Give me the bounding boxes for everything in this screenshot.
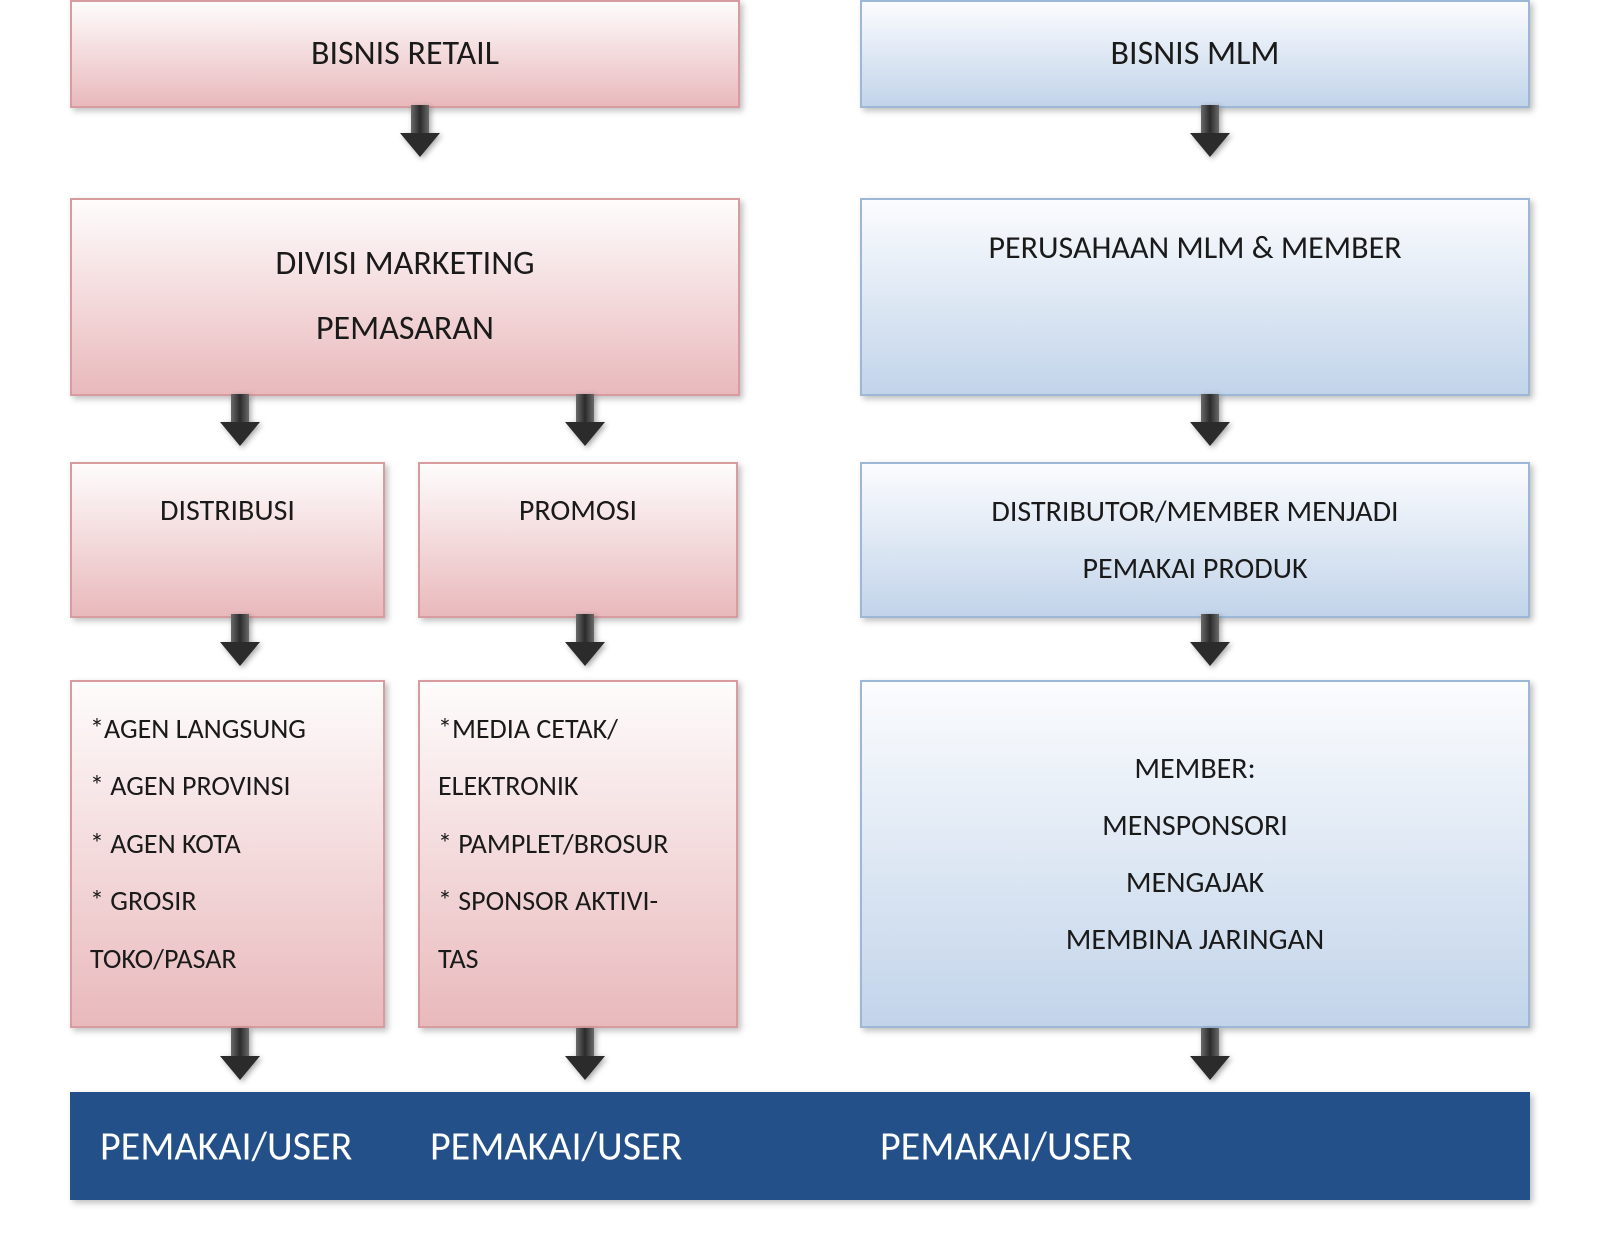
node-text-line: MENGAJAK [1126,854,1264,911]
arrow-down-icon [220,1028,260,1080]
node-text-line: * AGEN PROVINSI [84,757,371,814]
node-text-line: * PAMPLET/BROSUR [432,815,724,872]
node-distribusi-list: *AGEN LANGSUNG* AGEN PROVINSI* AGEN KOTA… [70,680,385,1028]
bottom-label-3: PEMAKAI/USER [880,1122,1132,1171]
node-text-line: DISTRIBUSI [160,482,295,539]
arrow-down-icon [565,614,605,666]
node-distribusi: DISTRIBUSI [70,462,385,618]
arrow-down-icon [1190,105,1230,157]
bottom-user-bar: PEMAKAI/USER PEMAKAI/USER PEMAKAI/USER [70,1092,1530,1200]
node-text-line: MEMBER: [1134,740,1255,797]
node-text-line: * SPONSOR AKTIVI- [432,872,724,929]
node-text-line: ELEKTRONIK [432,757,724,814]
arrow-down-icon [1190,1028,1230,1080]
node-text-line: * AGEN KOTA [84,815,371,872]
arrow-down-icon [565,1028,605,1080]
bottom-label-1: PEMAKAI/USER [100,1122,352,1171]
node-divisi-marketing: DIVISI MARKETINGPEMASARAN [70,198,740,396]
arrow-down-icon [1190,394,1230,446]
node-retail-top: BISNIS RETAIL [70,0,740,108]
arrow-down-icon [220,394,260,446]
node-text-line: BISNIS RETAIL [311,22,499,87]
node-text-line: PEMASARAN [316,297,494,362]
node-text-line: PERUSAHAAN MLM & MEMBER [988,218,1401,279]
node-text-line: PROMOSI [519,482,637,539]
node-perusahaan-mlm: PERUSAHAAN MLM & MEMBER [860,198,1530,396]
node-text-line: MENSPONSORI [1102,797,1288,854]
arrow-down-icon [220,614,260,666]
bottom-label-2: PEMAKAI/USER [430,1122,682,1171]
node-text-line: *MEDIA CETAK/ [432,700,724,757]
node-member-activities: MEMBER:MENSPONSORIMENGAJAKMEMBINA JARING… [860,680,1530,1028]
arrow-down-icon [565,394,605,446]
node-promosi-list: *MEDIA CETAK/ELEKTRONIK* PAMPLET/BROSUR*… [418,680,738,1028]
arrow-down-icon [1190,614,1230,666]
node-text-line: *AGEN LANGSUNG [84,700,371,757]
node-promosi: PROMOSI [418,462,738,618]
node-text-line: MEMBINA JARINGAN [1066,911,1325,968]
node-text-line: TOKO/PASAR [84,930,371,987]
node-text-line: * GROSIR [84,872,371,929]
node-text-line: BISNIS MLM [1111,22,1280,87]
node-distributor-member: DISTRIBUTOR/MEMBER MENJADIPEMAKAI PRODUK [860,462,1530,618]
node-text-line: DIVISI MARKETING [275,232,534,297]
node-text-line: PEMAKAI PRODUK [1082,540,1307,597]
node-text-line: TAS [432,930,724,987]
arrow-down-icon [400,105,440,157]
node-mlm-top: BISNIS MLM [860,0,1530,108]
node-text-line: DISTRIBUTOR/MEMBER MENJADI [991,483,1398,540]
